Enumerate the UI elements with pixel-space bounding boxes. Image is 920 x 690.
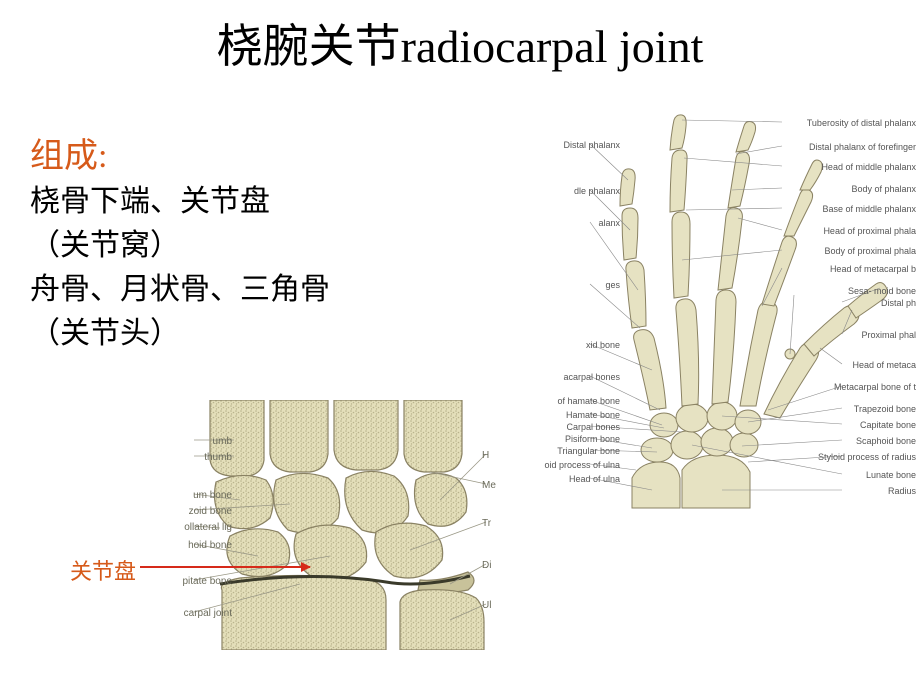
anatomy-label: Tuberosity of distal phalanx — [807, 118, 916, 130]
anatomy-label: Head of ulna — [569, 474, 620, 486]
anatomy-label: um bone — [193, 490, 232, 501]
anatomy-label: Hamate bone — [566, 410, 620, 422]
anatomy-label: pitate bone — [183, 576, 233, 587]
anatomy-label: acarpal bones — [563, 372, 620, 384]
articular-disc-label: 关节盘 — [70, 554, 136, 586]
wrist-labels-right: H Me Tr Di Ul — [482, 400, 542, 650]
anatomy-label: Me — [482, 480, 496, 491]
anatomy-label: Distal phalanx of forefinger — [809, 142, 916, 154]
anatomy-label: carpal joint — [184, 608, 232, 619]
anatomy-label: ges — [605, 280, 620, 292]
hand-labels-left: Distal phalanx dle phalanx alanx ges xid bon… — [530, 110, 620, 510]
anatomy-label: Triangular bone — [557, 446, 620, 458]
anatomy-label: Scaphoid bone — [856, 436, 916, 448]
hand-labels-right: Tuberosity of distal phalanx Distal phala… — [780, 110, 920, 510]
articular-disc-arrow — [140, 566, 310, 568]
anatomy-label: xid bone — [586, 340, 620, 352]
anatomy-label: Distal phalanx — [563, 140, 620, 152]
body-line-1: 桡骨下端、关节盘 — [30, 176, 270, 220]
anatomy-label: dle phalanx — [574, 186, 620, 198]
composition-label: 组成: — [30, 128, 107, 177]
anatomy-label: Styloid process of radius — [818, 452, 916, 464]
anatomy-label: Metacarpal bone of t — [834, 382, 916, 394]
anatomy-label: Carpal bones — [566, 422, 620, 434]
anatomy-label: Sesa- moid bone — [848, 286, 916, 298]
anatomy-label: of hamate bone — [557, 396, 620, 408]
anatomy-label: Head of metaca — [852, 360, 916, 372]
anatomy-label: Capitate bone — [860, 420, 916, 432]
anatomy-label: Tr — [482, 518, 491, 529]
anatomy-label: Base of middle phalanx — [822, 204, 916, 216]
anatomy-label: hoid bone — [188, 540, 232, 551]
anatomy-label: Body of phalanx — [851, 184, 916, 196]
anatomy-label: H — [482, 450, 489, 461]
anatomy-label: Head of metacarpal b — [830, 264, 916, 276]
wrist-labels-left: umb thumb um bone zoid bone ollateral lig hoi… — [142, 400, 232, 650]
anatomy-label: Distal ph — [881, 298, 916, 310]
anatomy-label: Head of proximal phala — [823, 226, 916, 238]
anatomy-label: alanx — [598, 218, 620, 230]
anatomy-label: Body of proximal phala — [824, 246, 916, 258]
anatomy-label: Pisiform bone — [565, 434, 620, 446]
anatomy-label: oid process of ulna — [544, 460, 620, 472]
anatomy-label: Head of middle phalanx — [821, 162, 916, 174]
anatomy-label: Di — [482, 560, 491, 571]
slide: 桡腕关节radiocarpal joint 组成: 桡骨下端、关节盘 （关节窝）… — [0, 0, 920, 690]
anatomy-label: Ul — [482, 600, 491, 611]
anatomy-label: Radius — [888, 486, 916, 498]
anatomy-label: thumb — [204, 452, 232, 463]
anatomy-label: umb — [213, 436, 232, 447]
slide-title: 桡腕关节radiocarpal joint — [0, 10, 920, 76]
anatomy-label: Lunate bone — [866, 470, 916, 482]
body-line-4: （关节头） — [30, 308, 180, 352]
body-line-3: 舟骨、月状骨、三角骨 — [30, 264, 330, 308]
anatomy-label: Proximal phal — [861, 330, 916, 342]
anatomy-label: ollateral lig — [184, 522, 232, 533]
anatomy-label: zoid bone — [189, 506, 232, 517]
anatomy-label: Trapezoid bone — [854, 404, 916, 416]
body-line-2: （关节窝） — [30, 220, 180, 264]
